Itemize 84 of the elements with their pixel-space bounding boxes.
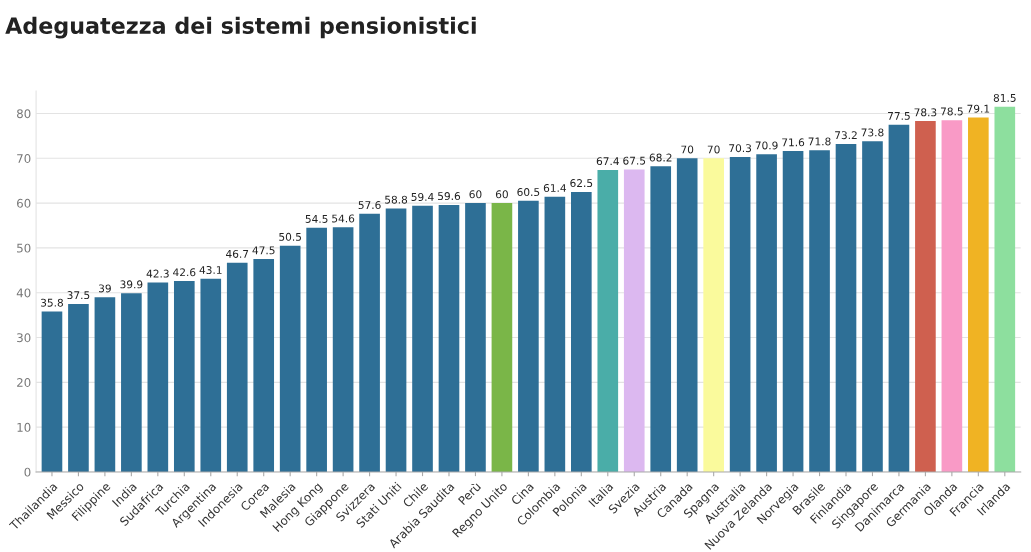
y-tick-label: 10 (17, 422, 31, 432)
bar (941, 120, 963, 472)
bar (915, 121, 936, 472)
data-label: 47.5 (252, 246, 275, 255)
bar (121, 293, 142, 472)
data-label: 73.2 (835, 131, 857, 140)
data-label: 73.8 (861, 128, 884, 137)
bar (862, 141, 883, 472)
y-tick-label: 20 (17, 378, 31, 387)
bar (676, 158, 698, 472)
bar (68, 303, 89, 472)
data-label: 59.4 (411, 192, 434, 201)
data-label: 81.5 (993, 93, 1016, 102)
data-label: 78.5 (940, 107, 963, 116)
data-label: 67.5 (623, 156, 646, 165)
data-label: 71.6 (782, 138, 805, 147)
data-label: 71.8 (808, 137, 831, 146)
data-label: 59.6 (438, 192, 461, 201)
bar (200, 278, 222, 472)
data-label: 39.9 (120, 280, 143, 289)
data-label: 57.6 (358, 201, 381, 210)
data-label: 61.4 (543, 184, 567, 193)
bar (253, 259, 275, 472)
bar (994, 106, 1016, 472)
data-label: 68.2 (649, 153, 672, 162)
bar (279, 245, 301, 472)
y-tick-label: 40 (16, 288, 31, 298)
bar (41, 311, 63, 472)
data-label: 46.7 (226, 249, 249, 258)
bar (809, 150, 830, 472)
data-label: 54.6 (332, 214, 355, 223)
bar (438, 204, 460, 472)
bar (623, 169, 645, 472)
bar (703, 158, 724, 472)
bar (756, 154, 777, 472)
bar (385, 208, 407, 472)
bar (571, 191, 592, 472)
bar (518, 200, 539, 472)
bar (491, 203, 513, 472)
data-label: 67.4 (596, 157, 619, 166)
data-label: 35.8 (41, 298, 63, 307)
data-label: 39 (98, 284, 111, 293)
data-label: 42.3 (146, 269, 169, 278)
bar (597, 169, 619, 472)
bar (147, 282, 169, 472)
bar (782, 151, 804, 472)
data-label: 70.3 (729, 144, 752, 153)
data-label: 60 (495, 190, 508, 199)
bar (332, 227, 354, 472)
data-label: 43.1 (199, 266, 222, 275)
bar (226, 262, 248, 472)
data-label: 58.8 (385, 195, 408, 204)
y-tick-label: 80 (17, 109, 31, 119)
data-label: 60.5 (517, 188, 540, 197)
bar (359, 213, 380, 472)
data-label: 42.6 (173, 268, 196, 277)
bar (835, 143, 857, 472)
bar (544, 196, 566, 472)
bar (94, 297, 116, 472)
y-tick-label: 0 (24, 467, 31, 477)
bar (968, 117, 989, 472)
bar (412, 205, 433, 472)
data-label: 78.3 (914, 108, 937, 117)
data-label: 37.5 (67, 291, 90, 300)
bar (729, 156, 751, 472)
data-label: 62.5 (570, 179, 593, 188)
bar (650, 166, 672, 472)
data-label: 70.9 (755, 141, 778, 150)
data-label: 50.5 (279, 232, 302, 241)
bar (888, 124, 910, 472)
data-label: 60 (469, 190, 482, 199)
y-tick-label: 50 (17, 243, 31, 253)
y-tick-label: 60 (17, 198, 31, 208)
data-label: 70 (707, 145, 720, 154)
y-tick-label: 70 (17, 154, 31, 163)
data-label: 70 (681, 145, 694, 154)
bar (465, 203, 486, 472)
y-tick-label: 30 (17, 333, 31, 343)
bar (306, 227, 327, 472)
bar (173, 281, 195, 472)
data-label: 54.5 (305, 215, 328, 223)
data-label: 79.1 (967, 104, 990, 113)
data-label: 77.5 (888, 112, 910, 120)
chart-title: Adeguatezza dei sistemi pensionistici (5, 16, 476, 39)
